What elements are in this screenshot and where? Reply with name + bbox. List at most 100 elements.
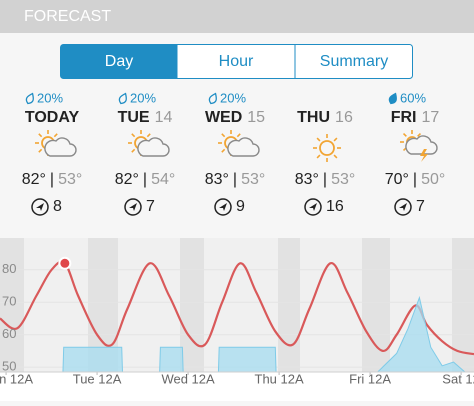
text-part: THU xyxy=(297,109,330,126)
wind-icon xyxy=(214,198,232,216)
temps: 83° | 53° xyxy=(205,171,266,188)
sun-ray xyxy=(38,148,43,153)
weather-icon xyxy=(128,130,170,157)
x-tick-label: Fri 12A xyxy=(349,371,391,386)
text-part: 16 xyxy=(335,109,353,126)
text-part: | xyxy=(323,171,327,188)
header-title: FORECAST xyxy=(24,8,111,25)
day-column: 20% TODAY 82° | 53° 8 xyxy=(22,90,83,216)
x-tick-label: Tue 12A xyxy=(73,371,122,386)
current-marker xyxy=(58,256,72,270)
tab-selected[interactable] xyxy=(61,45,177,78)
sun-ray xyxy=(131,148,136,153)
sun-ray xyxy=(236,133,241,138)
drop-icon xyxy=(208,92,217,105)
cloud xyxy=(44,137,77,157)
precip-chance: 60% xyxy=(400,90,426,105)
text-part: | xyxy=(50,171,54,188)
text-part: 53° xyxy=(58,171,82,188)
day-column: THU 16 83° | 53° 16 xyxy=(295,109,356,216)
weather-icon xyxy=(35,130,77,157)
text-part: | xyxy=(233,171,237,188)
wind-speed: 7 xyxy=(146,198,155,215)
wind-arrow xyxy=(129,203,137,211)
day-name: THU 16 xyxy=(297,109,353,126)
text-part: TUE xyxy=(118,109,150,126)
tab-hour[interactable]: Hour xyxy=(219,53,254,70)
sun-ray xyxy=(221,148,226,153)
wind-icon xyxy=(394,198,412,216)
wind-speed: 9 xyxy=(236,198,245,215)
wind-arrow xyxy=(219,203,227,211)
text-part: 50° xyxy=(421,171,445,188)
text-part: 83° xyxy=(205,171,229,188)
day-name: WED 15 xyxy=(205,109,265,126)
weather-icon xyxy=(218,130,260,157)
sun-disc xyxy=(319,140,335,156)
wind-speed: 8 xyxy=(53,198,62,215)
text-part: 70° xyxy=(385,171,409,188)
y-tick-label: 80 xyxy=(2,261,16,276)
text-part: 82° xyxy=(115,171,139,188)
y-tick-label: 50 xyxy=(2,359,16,374)
text-part: 53° xyxy=(241,171,265,188)
precip-chance: 20% xyxy=(220,90,246,105)
sun-ray xyxy=(316,154,321,159)
chart-axis-bg xyxy=(0,372,474,401)
cloud xyxy=(405,135,438,155)
temps: 82° | 54° xyxy=(115,171,176,188)
x-tick-label: Sat 12 xyxy=(442,371,474,386)
sun-ray xyxy=(53,133,58,138)
day-column: 20% WED 15 83° | 53° 9 xyxy=(205,90,266,216)
text-part: 54° xyxy=(151,171,175,188)
header-bar xyxy=(0,0,474,33)
sun-ray xyxy=(417,132,422,137)
text-part: | xyxy=(413,171,417,188)
text-part: 83° xyxy=(295,171,319,188)
temperature-line xyxy=(0,260,474,356)
sun-ray xyxy=(38,133,43,138)
wind-icon xyxy=(31,198,49,216)
x-tick-label: Thu 12A xyxy=(255,371,304,386)
x-tick-label: Wed 12A xyxy=(161,371,215,386)
wind-speed: 16 xyxy=(326,198,344,215)
sun-ray xyxy=(333,137,338,142)
weather-icon xyxy=(313,134,341,162)
precip-chance: 20% xyxy=(130,90,156,105)
wind-arrow xyxy=(399,203,407,211)
wind-icon xyxy=(124,198,142,216)
precip-chance: 20% xyxy=(37,90,63,105)
text-part: 15 xyxy=(247,109,265,126)
day-column: 60% FRI 17 70° | 50° 7 xyxy=(385,90,446,216)
text-part: 14 xyxy=(155,109,173,126)
day-name: TUE 14 xyxy=(118,109,173,126)
x-tick-label: n 12A xyxy=(0,371,33,386)
cloud xyxy=(137,137,170,157)
text-part: 53° xyxy=(331,171,355,188)
sun-ray xyxy=(316,137,321,142)
drop-icon xyxy=(25,92,34,105)
text-part: FRI xyxy=(391,109,417,126)
y-tick-label: 60 xyxy=(2,326,16,341)
day-column: 20% TUE 14 82° | 54° 7 xyxy=(115,90,176,216)
temps: 70° | 50° xyxy=(385,171,446,188)
wind-icon xyxy=(304,198,322,216)
day-name: FRI 17 xyxy=(391,109,440,126)
text-part: WED xyxy=(205,109,242,126)
text-part: 17 xyxy=(421,109,439,126)
wind-arrow xyxy=(36,203,44,211)
text-part: | xyxy=(143,171,147,188)
night-bands xyxy=(0,238,474,372)
sun-ray xyxy=(221,133,226,138)
drop-icon xyxy=(118,92,127,105)
sun-ray xyxy=(131,133,136,138)
wind-speed: 7 xyxy=(416,198,425,215)
text-part: 82° xyxy=(22,171,46,188)
temps: 82° | 53° xyxy=(22,171,83,188)
temps: 83° | 53° xyxy=(295,171,356,188)
y-tick-label: 70 xyxy=(2,294,16,309)
drop-icon xyxy=(388,92,397,105)
tab-summary[interactable]: Summary xyxy=(320,53,388,70)
tab-day[interactable]: Day xyxy=(105,53,133,70)
